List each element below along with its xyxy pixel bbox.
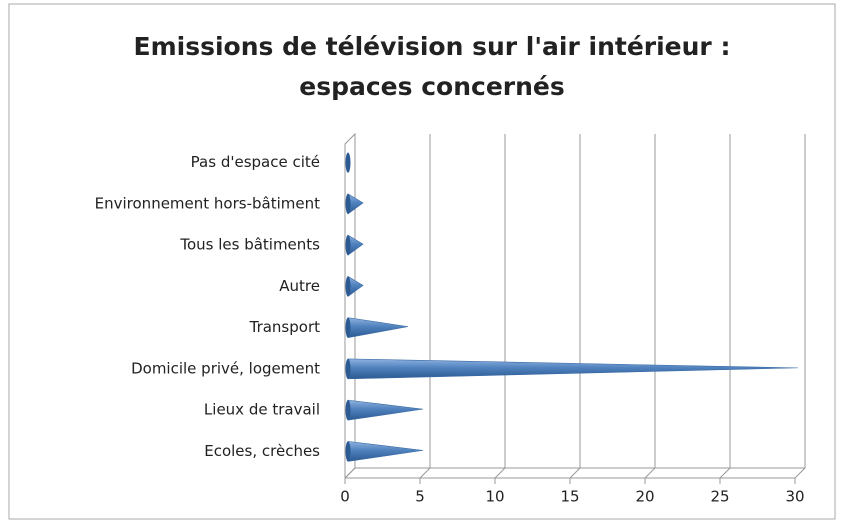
y-tick-label: Autre xyxy=(279,277,320,295)
bar-base xyxy=(345,235,351,256)
bar-base xyxy=(345,276,351,297)
bar-base xyxy=(345,358,351,379)
bar-base xyxy=(345,441,351,462)
y-tick-label: Domicile privé, logement xyxy=(131,359,320,377)
grid-line xyxy=(569,134,581,479)
grid-line xyxy=(644,134,656,479)
bar-base xyxy=(345,317,351,338)
bar-base xyxy=(345,152,351,173)
x-tick-label: 5 xyxy=(415,488,425,506)
grid-line xyxy=(719,134,731,479)
y-tick-label: Transport xyxy=(249,318,321,336)
grid-line xyxy=(794,134,806,479)
bar-base xyxy=(345,400,351,421)
y-tick-label: Lieux de travail xyxy=(204,401,320,419)
grid-line xyxy=(419,134,431,479)
y-tick-label: Environnement hors-bâtiment xyxy=(95,194,320,212)
x-tick-label: 10 xyxy=(485,488,504,506)
plot-area: 0 5 10 15 20 25 30 Pas d'espace cité Environneme… xyxy=(95,132,806,506)
chart-title: Emissions de télévision sur l'air intéri… xyxy=(134,32,731,61)
x-tick-label: 30 xyxy=(785,488,804,506)
x-tick-label: 25 xyxy=(710,488,729,506)
y-tick-label: Tous les bâtiments xyxy=(179,236,320,254)
x-tick-label: 20 xyxy=(635,488,654,506)
x-tick-label: 0 xyxy=(340,488,350,506)
x-tick-label: 15 xyxy=(560,488,579,506)
y-tick-label: Pas d'espace cité xyxy=(191,153,320,171)
grid-line xyxy=(494,134,506,479)
chart-title: espaces concernés xyxy=(299,72,565,101)
y-tick-label: Ecoles, crèches xyxy=(204,442,320,460)
chart-frame xyxy=(8,3,836,520)
bar-base xyxy=(345,193,351,214)
